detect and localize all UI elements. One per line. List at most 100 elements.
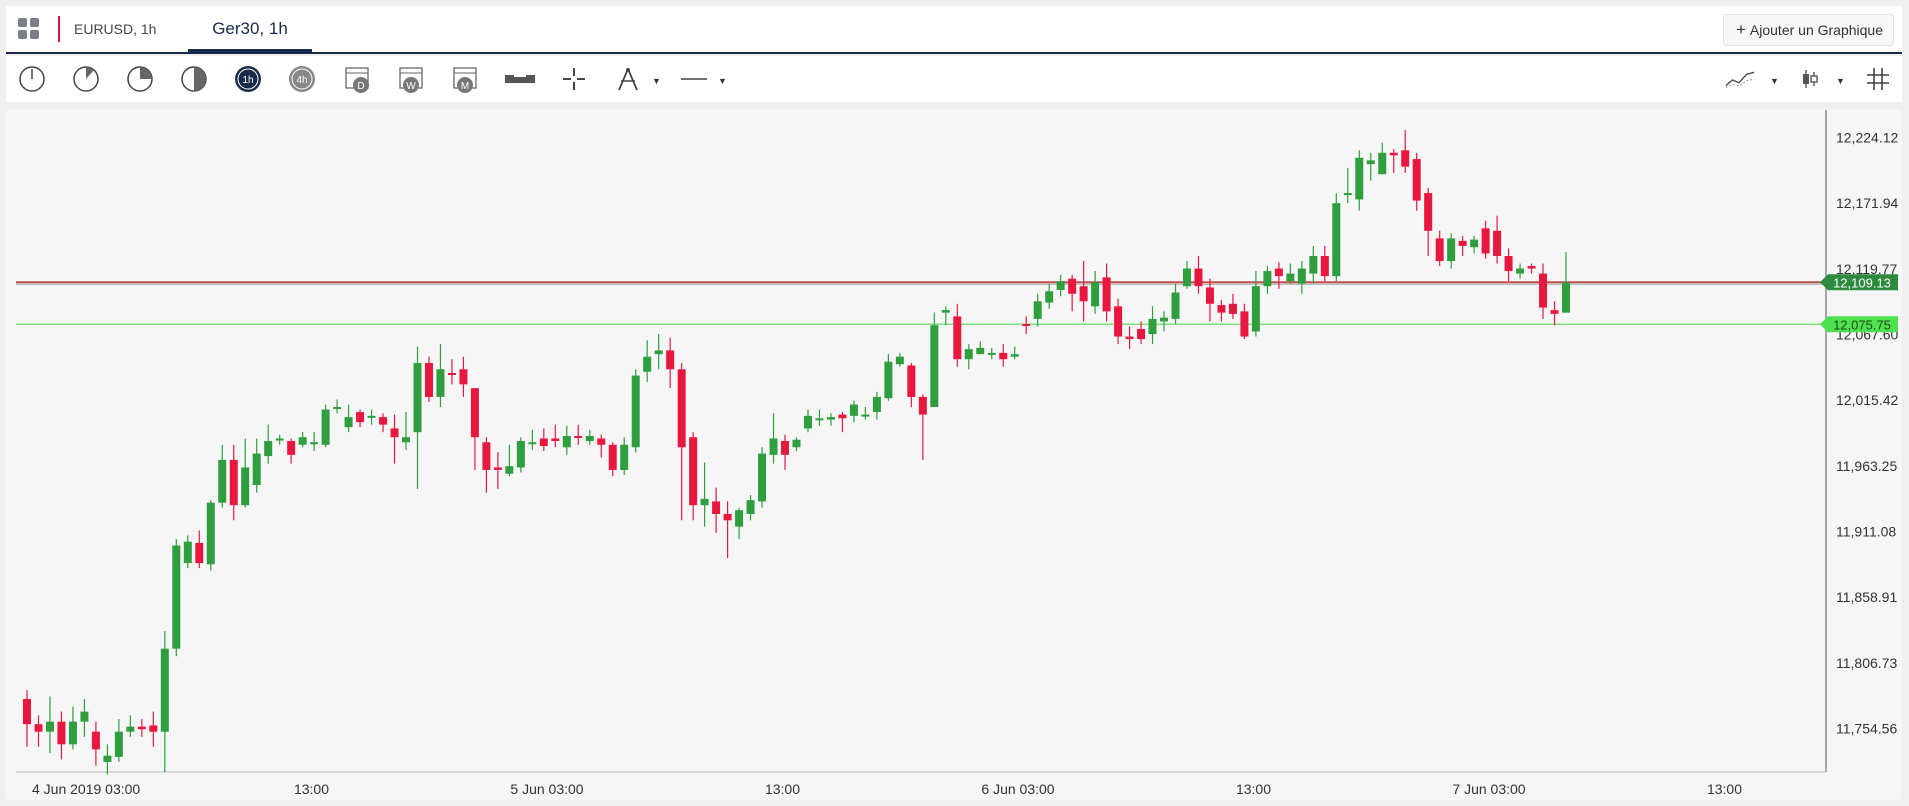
candle-body [1401,150,1410,167]
candle-body [1228,303,1237,314]
candle-body [1102,277,1111,312]
candle-body [1389,152,1398,156]
candle-body [1033,301,1042,319]
calendar-m-icon[interactable]: M [450,64,482,94]
crosshair-icon[interactable] [558,64,590,94]
clock-4-icon[interactable] [178,64,210,94]
candle-body [310,442,319,445]
candle-body [872,396,881,413]
candle-body [1366,160,1375,165]
calendar-d-label: D [357,81,364,92]
candle-body [1137,328,1146,340]
clock-1-icon[interactable] [16,64,48,94]
compass-caret-icon[interactable]: ▼ [652,76,661,86]
candle-body [1068,278,1077,294]
candle-body [264,441,273,457]
timeframe-1h-icon[interactable]: 1h [232,64,264,94]
candle-body [1550,310,1559,314]
candle-body [1562,282,1570,313]
candle-body [918,396,927,415]
price-chart[interactable]: 12,224.12 12,171.94 12,119.77 12,067.60 12,0… [6,110,1902,800]
calendar-w-label: W [406,81,416,92]
calendar-w-icon[interactable]: W [396,64,428,94]
candle-type-caret-icon[interactable]: ▼ [1836,76,1845,86]
candle-type-icon[interactable] [1794,64,1826,94]
candle-body [1527,266,1536,269]
candle-body [1056,281,1065,290]
candle-body [1114,306,1123,337]
price-tick-label: 11,963.25 [1836,458,1897,474]
candle-body [1263,271,1272,287]
candle-body [746,500,755,514]
candle-body [826,417,835,420]
candle-body [1309,255,1318,274]
candle-body [390,428,399,438]
candle-body [620,444,629,470]
candle-body [700,498,709,506]
candle-body [849,404,858,416]
candle-body [367,415,376,418]
time-tick-label: 13:00 [294,781,329,797]
indicator-icon[interactable] [1724,64,1756,94]
candle-body [1435,238,1444,262]
calendar-d-icon[interactable]: D [342,64,374,94]
candle-body [689,437,698,506]
candle-body [160,648,169,732]
indicator-caret-icon[interactable]: ▼ [1770,76,1779,86]
candle-body [1045,291,1054,303]
tab-ger30[interactable]: Ger30, 1h [188,6,312,52]
candle-body [172,545,181,649]
candlestick-chart-svg[interactable]: 12,224.1212,171.9412,119.7712,067.6012,0… [6,110,1902,800]
candle-body [792,439,801,448]
ruler-icon[interactable] [504,64,536,94]
price-tick-label: 11,754.56 [1836,721,1897,737]
candle-body [551,438,560,441]
add-chart-button[interactable]: + Ajouter un Graphique [1722,14,1894,46]
candle-body [321,409,330,445]
candle-body [1481,228,1490,254]
compass-icon[interactable] [612,64,644,94]
time-tick-label: 7 Jun 03:00 [1452,781,1525,797]
candle-body [654,350,663,355]
candle-body [999,352,1008,360]
candle-body [436,369,445,397]
candle-body [1286,273,1295,282]
candle-body [333,407,342,410]
line-caret-icon[interactable]: ▼ [718,76,727,86]
clock-3-icon[interactable] [124,64,156,94]
candle-body [1355,157,1364,200]
candle-body [1205,287,1214,304]
line-icon[interactable] [678,64,710,94]
candle-body [539,438,548,447]
tab-eurusd[interactable]: EURUSD, 1h [74,21,157,37]
candle-body [1125,336,1134,340]
timeframe-4h-icon[interactable]: 4h [286,64,318,94]
time-tick-label: 13:00 [765,781,800,797]
candle-body [229,459,238,506]
candle-body [964,349,973,360]
candle-body [298,437,307,445]
alert-price-tag: 12,075.75 [1833,317,1891,332]
price-tick-label: 12,015.42 [1836,392,1898,408]
candle-body [402,437,411,443]
current-price-tag: 12,109.13 [1833,275,1891,290]
candle-body [1240,311,1249,337]
clock-2-icon[interactable] [70,64,102,94]
candle-body [643,356,652,372]
candle-body [1171,292,1180,319]
timeframe-1h-label: 1h [242,75,253,86]
candle-body [126,726,135,732]
candle-body [907,365,916,397]
tab-divider [58,16,60,42]
candle-body [252,453,261,486]
grid-toggle-icon[interactable] [1862,64,1894,94]
candle-body [712,501,721,514]
candle-body [597,438,606,445]
candle-body [884,361,893,399]
candle-body [80,711,89,722]
candle-body [1493,230,1502,256]
candle-body [976,347,985,355]
candle-body [1274,268,1283,277]
layout-grid-icon[interactable] [18,18,40,40]
candle-body [815,418,824,421]
